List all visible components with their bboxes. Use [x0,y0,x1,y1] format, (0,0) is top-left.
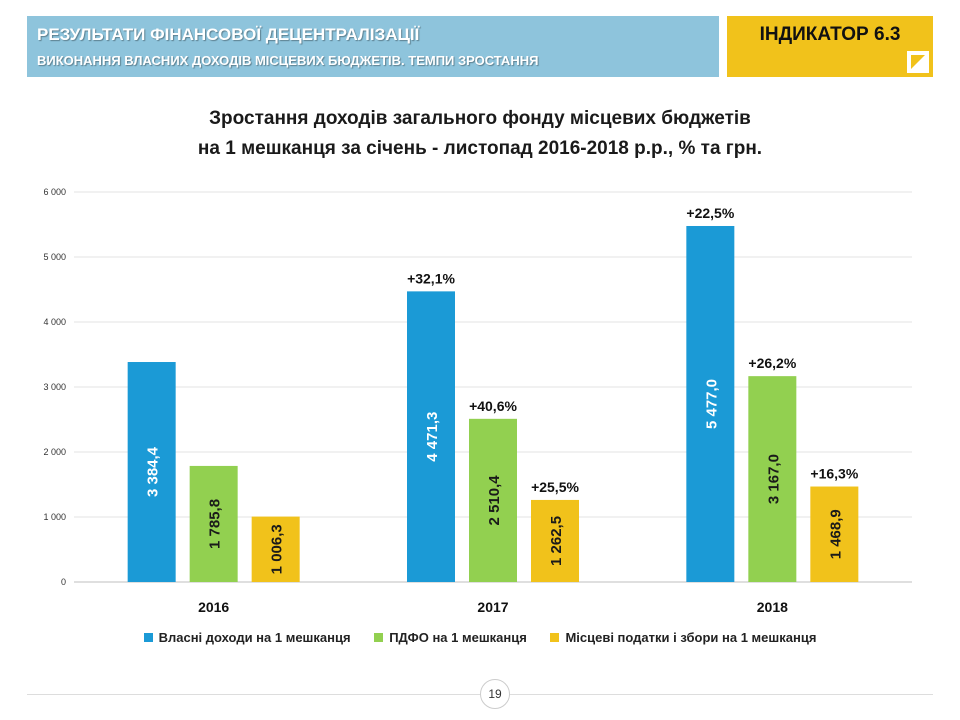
bar-value-label: 2 510,4 [486,475,503,526]
chart-title-line1: Зростання доходів загального фонду місце… [209,108,751,129]
legend-label: ПДФО на 1 мешканця [389,630,527,645]
bar-value-label: 1 468,9 [827,509,844,559]
bar-value-label: 4 471,3 [424,412,441,462]
chart-title: Зростання доходів загального фонду місце… [0,104,960,164]
bar-value-label: 1 006,3 [269,524,286,574]
chart-title-line2: на 1 мешканця за січень - листопад 2016-… [197,138,763,159]
bar [531,499,579,582]
header-subtitle: ВИКОНАННЯ ВЛАСНИХ ДОХОДІВ МІСЦЕВИХ БЮДЖЕ… [37,53,539,68]
bar [469,418,517,582]
header-title: РЕЗУЛЬТАТИ ФІНАНСОВОЇ ДЕЦЕНТРАЛІЗАЦІЇ [37,25,420,44]
bar [407,291,455,582]
indicator-label: ІНДИКАТОР 6.3 [759,24,901,45]
bar-value-label: 3 167,0 [765,454,782,504]
bar [810,486,859,582]
bar-chart: 0 1 000 2 000 3 000 4 000 5 000 6 000 3 384,4 1 … [43,187,912,615]
corner-fold-icon [907,51,929,73]
y-tick-label: 0 [61,577,66,587]
bar [251,516,300,582]
x-category-label: 2018 [757,599,788,615]
bar-value-label: 3 384,4 [145,446,162,497]
y-tick-label: 2 000 [43,447,66,457]
bar-value-label: 1 785,8 [207,499,224,549]
growth-label: +22,5% [686,205,734,221]
legend-item-local-taxes: Місцеві податки і збори на 1 мешканця [550,630,816,645]
legend-item-own-revenue: Власні доходи на 1 мешканця [143,630,351,645]
indicator-badge: ІНДИКАТОР 6.3 [727,16,933,77]
bar-value-label: 5 477,0 [703,379,720,429]
growth-label: +26,2% [748,355,796,371]
bar [686,225,735,582]
growth-label: +16,3% [810,466,858,482]
legend-label: Місцеві податки і збори на 1 мешканця [565,630,817,645]
bar [127,362,176,582]
y-tick-label: 3 000 [43,382,66,392]
growth-label: +25,5% [531,479,579,495]
y-tick-label: 5 000 [43,252,66,262]
legend-label: Власні доходи на 1 мешканця [158,630,351,645]
bar-value-label: 1 262,5 [548,516,565,566]
y-tick-label: 1 000 [43,512,66,522]
y-tick-label: 4 000 [43,317,66,327]
legend-swatch [374,633,384,643]
growth-label: +32,1% [407,270,455,286]
header-banner: РЕЗУЛЬТАТИ ФІНАНСОВОЇ ДЕЦЕНТРАЛІЗАЦІЇ ВИ… [27,16,719,77]
legend-swatch [550,633,560,643]
growth-label: +40,6% [469,398,517,414]
bar [189,465,238,582]
chart-legend: Власні доходи на 1 мешканця ПДФО на 1 ме… [0,630,960,645]
legend-item-pit: ПДФО на 1 мешканця [374,630,527,645]
legend-swatch [143,633,153,643]
y-tick-label: 6 000 [43,187,66,197]
page-number: 19 [480,679,510,709]
bar [748,376,797,582]
x-category-label: 2017 [477,599,508,615]
x-category-label: 2016 [198,599,229,615]
